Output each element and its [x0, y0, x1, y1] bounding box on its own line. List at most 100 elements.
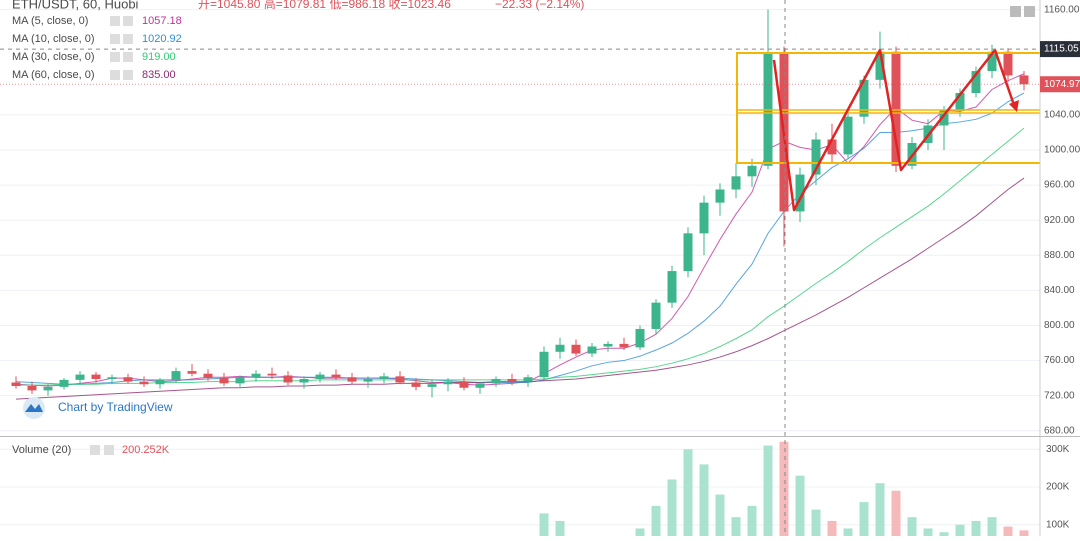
candle-body — [251, 373, 261, 378]
candle-body — [139, 381, 149, 385]
candle-body — [539, 351, 549, 378]
volume-legend-value: 200.252K — [122, 444, 170, 456]
candle-body — [155, 379, 165, 385]
candle-body — [187, 371, 197, 374]
volume-title: Volume (20) — [12, 444, 71, 456]
volume-bar — [811, 509, 821, 536]
volume-bar — [715, 494, 725, 536]
legend-value: 919.00 — [142, 51, 176, 63]
candle-body — [555, 344, 565, 352]
candle-body — [859, 79, 869, 117]
candle-body — [283, 375, 293, 383]
arrow-head — [1009, 100, 1019, 112]
volume-bar — [539, 513, 549, 536]
icon[interactable] — [123, 34, 133, 44]
candle-body — [651, 302, 661, 329]
volume-bar — [555, 520, 565, 536]
candle-body — [635, 328, 645, 348]
legend-value: 835.00 — [142, 69, 176, 81]
volume-bar — [699, 464, 709, 536]
candle-body — [107, 377, 117, 379]
candle-body — [827, 139, 837, 155]
legend-name: MA (30, close, 0) — [12, 51, 95, 63]
candle-body — [267, 373, 277, 376]
candle-body — [299, 378, 309, 383]
volume-bar — [1019, 530, 1029, 536]
candle-body — [331, 374, 341, 378]
ma-line — [15, 177, 1025, 400]
y-tick-label: 300K — [1046, 444, 1070, 455]
candle-body — [731, 176, 741, 190]
moving-averages — [15, 73, 1025, 400]
icon[interactable] — [1024, 6, 1035, 17]
volume-bar — [923, 528, 933, 536]
candle-body — [987, 51, 997, 72]
volume-bar — [635, 528, 645, 536]
icon[interactable] — [1010, 6, 1021, 17]
candle-body — [699, 202, 709, 234]
y-tick-label: 680.00 — [1044, 425, 1075, 436]
ohlc-values: 开=1045.80 高=1079.81 低=986.18 收=1023.46 — [198, 0, 451, 11]
y-tick-label: 1040.00 — [1044, 110, 1080, 121]
y-tick-label: 800.00 — [1044, 320, 1075, 331]
candle-body — [347, 377, 357, 382]
axis-labels: 680.00 720.00 760.00 800.00 840.00 880.00 920.… — [1044, 4, 1080, 530]
candle-body — [475, 383, 485, 388]
icon[interactable] — [104, 445, 114, 455]
watermark: Chart by TradingView — [23, 397, 173, 419]
candle-body — [971, 71, 981, 93]
volume-bar — [939, 532, 949, 536]
candle-body — [843, 116, 853, 155]
logo-mark — [25, 404, 43, 412]
candle-body — [1003, 51, 1013, 76]
ma-line — [15, 92, 1025, 385]
chart-title: ETH/USDT, 60, Huobi — [12, 0, 139, 11]
volume-bar — [795, 475, 805, 536]
candle-body — [1019, 75, 1029, 85]
candle-body — [875, 51, 885, 80]
candle-body — [571, 344, 581, 354]
crosshair-label-bg — [1040, 41, 1080, 58]
icon[interactable] — [123, 52, 133, 62]
icon[interactable] — [110, 16, 120, 26]
candle-body — [603, 343, 613, 347]
volume-bar — [651, 505, 661, 536]
legend-name: MA (5, close, 0) — [12, 15, 88, 27]
candle-body — [715, 189, 725, 203]
volume-bar — [747, 505, 757, 536]
icon[interactable] — [110, 70, 120, 80]
candle-body — [427, 384, 437, 387]
icon[interactable] — [123, 70, 133, 80]
candle-body — [523, 377, 533, 382]
candle-body — [219, 378, 229, 384]
last-price-label: 1074.97 — [1044, 79, 1080, 90]
candle-body — [443, 381, 453, 385]
change-value: −22.33 (−2.14%) — [495, 0, 584, 11]
candle-body — [171, 371, 181, 380]
candle-body — [747, 165, 757, 177]
icon[interactable] — [90, 445, 100, 455]
y-tick-label: 200K — [1046, 482, 1070, 493]
candle-body — [891, 51, 901, 166]
icon[interactable] — [123, 16, 133, 26]
volume-bar — [667, 479, 677, 536]
volume-bar — [779, 441, 789, 536]
candle-body — [587, 346, 597, 354]
volume-bar — [987, 517, 997, 536]
candle-body — [811, 139, 821, 175]
candle-body — [395, 376, 405, 383]
watermark-text: Chart by TradingView — [58, 400, 173, 414]
candle-body — [379, 376, 389, 379]
candle-body — [411, 382, 421, 387]
candle-body — [619, 343, 629, 348]
candle-body — [75, 374, 85, 380]
icon[interactable] — [110, 34, 120, 44]
candle-body — [43, 386, 53, 391]
crosshair-label: 1115.05 — [1044, 44, 1079, 55]
icon[interactable] — [110, 52, 120, 62]
volume-bar — [907, 517, 917, 536]
volume-bar — [1003, 526, 1013, 536]
candle-body — [203, 373, 213, 379]
legend-value: 1020.92 — [142, 33, 182, 45]
